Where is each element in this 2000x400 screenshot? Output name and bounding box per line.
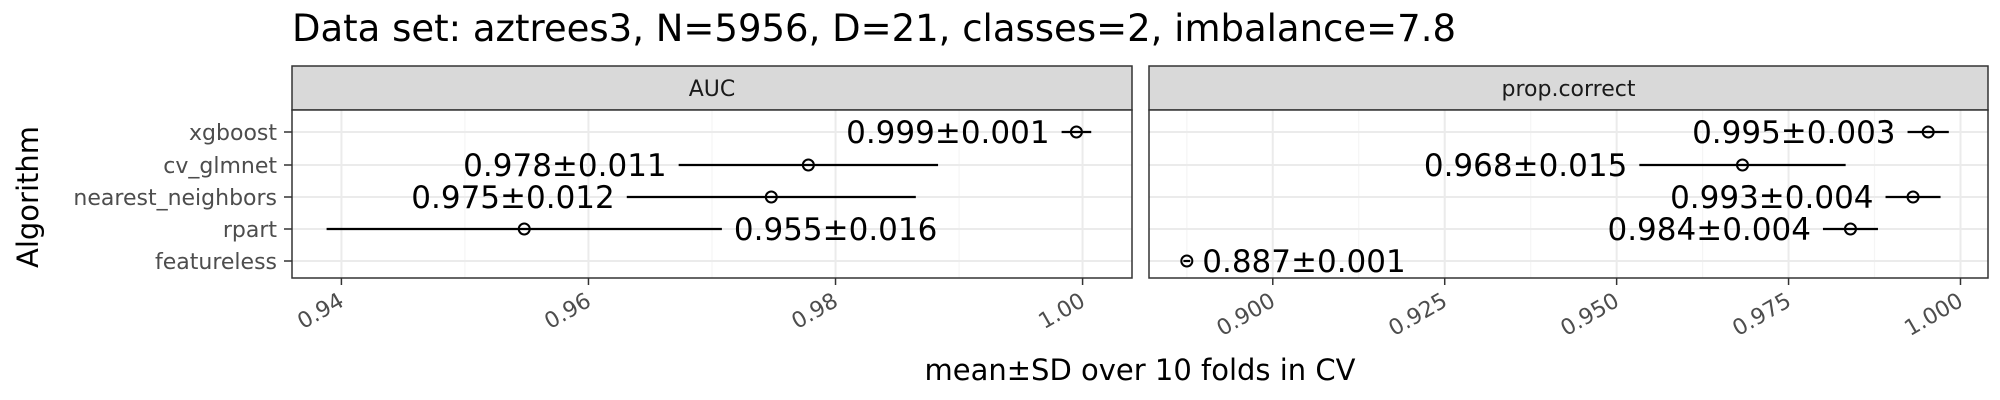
x-tick-label: 0.925 bbox=[1385, 289, 1452, 342]
strip-label: AUC bbox=[689, 77, 736, 102]
mean-point bbox=[1735, 158, 1749, 172]
mean-point bbox=[1921, 125, 1935, 139]
x-tick-label: 0.975 bbox=[1729, 289, 1796, 342]
panel-1: AUC 0.94 0.96 0.98 1.00 0.999±0.001 0.978±0.01… bbox=[291, 65, 1133, 335]
panel-border bbox=[1148, 109, 1989, 279]
x-tick-label: 1.000 bbox=[1900, 289, 1967, 342]
data-label: 0.978±0.011 bbox=[463, 148, 666, 184]
x-tick-label: 0.98 bbox=[788, 289, 843, 335]
data-label: 0.955±0.016 bbox=[734, 212, 937, 248]
data-label: 0.984±0.004 bbox=[1607, 212, 1810, 248]
panels: AUC 0.94 0.96 0.98 1.00 0.999±0.001 0.978±0.01… bbox=[291, 65, 1989, 342]
data-label: 0.999±0.001 bbox=[846, 115, 1049, 151]
strip bbox=[291, 65, 1133, 111]
data-label: 0.975±0.012 bbox=[411, 180, 614, 216]
strip bbox=[1148, 65, 1989, 111]
y-tick-label: rpart bbox=[223, 218, 278, 243]
x-tick-label: 0.900 bbox=[1213, 289, 1280, 342]
data-label: 0.993±0.004 bbox=[1670, 180, 1873, 216]
y-tick-label: cv_glmnet bbox=[163, 154, 277, 179]
data-label: 0.968±0.015 bbox=[1424, 148, 1627, 184]
x-tick-label: 0.950 bbox=[1557, 289, 1624, 342]
mean-point bbox=[1843, 222, 1857, 236]
x-tick-label: 0.96 bbox=[541, 289, 596, 335]
data-label: 0.995±0.003 bbox=[1692, 115, 1895, 151]
mean-point bbox=[1906, 190, 1920, 204]
panel-background bbox=[1149, 110, 1988, 278]
y-tick-label: nearest_neighbors bbox=[73, 186, 277, 211]
y-tick-label: xgboost bbox=[189, 121, 277, 146]
chart-title: Data set: aztrees3, N=5956, D=21, classe… bbox=[292, 7, 1456, 50]
mean-point bbox=[764, 190, 778, 204]
y-tick-label: featureless bbox=[155, 250, 277, 275]
data-label: 0.887±0.001 bbox=[1202, 244, 1405, 280]
mean-point bbox=[517, 222, 531, 236]
x-tick-label: 1.00 bbox=[1035, 289, 1090, 335]
y-axis-title: Algorithm bbox=[11, 126, 45, 268]
mean-point bbox=[1180, 254, 1194, 268]
panel-2: prop.correct 0.900 0.925 0.950 0.975 1.000 0.9… bbox=[1148, 65, 1989, 342]
mean-point bbox=[1069, 125, 1083, 139]
strip-label: prop.correct bbox=[1502, 77, 1636, 102]
x-tick-label: 0.94 bbox=[293, 289, 348, 335]
x-axis-title: mean±SD over 10 folds in CV bbox=[925, 353, 1356, 387]
panel-border bbox=[291, 109, 1133, 279]
mean-point bbox=[801, 158, 815, 172]
